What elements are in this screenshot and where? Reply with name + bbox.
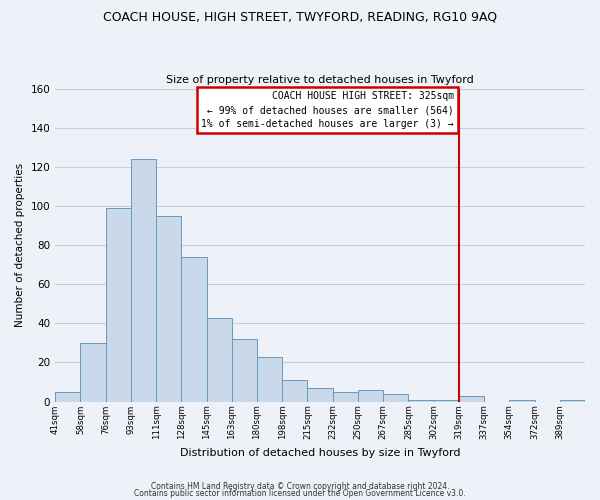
Bar <box>206 318 232 402</box>
Bar <box>459 396 484 402</box>
Bar <box>332 392 358 402</box>
Title: Size of property relative to detached houses in Twyford: Size of property relative to detached ho… <box>166 76 474 86</box>
Bar <box>80 343 106 402</box>
Text: COACH HOUSE HIGH STREET: 325sqm
← 99% of detached houses are smaller (564)
1% of: COACH HOUSE HIGH STREET: 325sqm ← 99% of… <box>201 91 454 129</box>
Bar <box>509 400 535 402</box>
Bar <box>409 400 434 402</box>
Bar <box>257 356 282 402</box>
Bar <box>383 394 409 402</box>
Y-axis label: Number of detached properties: Number of detached properties <box>15 163 25 328</box>
Bar <box>55 392 80 402</box>
Bar <box>560 400 585 402</box>
Bar <box>307 388 332 402</box>
Text: Contains HM Land Registry data © Crown copyright and database right 2024.: Contains HM Land Registry data © Crown c… <box>151 482 449 491</box>
Bar <box>232 339 257 402</box>
Bar <box>156 216 181 402</box>
Text: Contains public sector information licensed under the Open Government Licence v3: Contains public sector information licen… <box>134 489 466 498</box>
Bar <box>106 208 131 402</box>
Text: COACH HOUSE, HIGH STREET, TWYFORD, READING, RG10 9AQ: COACH HOUSE, HIGH STREET, TWYFORD, READI… <box>103 10 497 23</box>
Bar <box>358 390 383 402</box>
Bar <box>434 400 459 402</box>
Bar <box>181 257 206 402</box>
Bar <box>131 160 156 402</box>
X-axis label: Distribution of detached houses by size in Twyford: Distribution of detached houses by size … <box>180 448 460 458</box>
Bar <box>282 380 307 402</box>
